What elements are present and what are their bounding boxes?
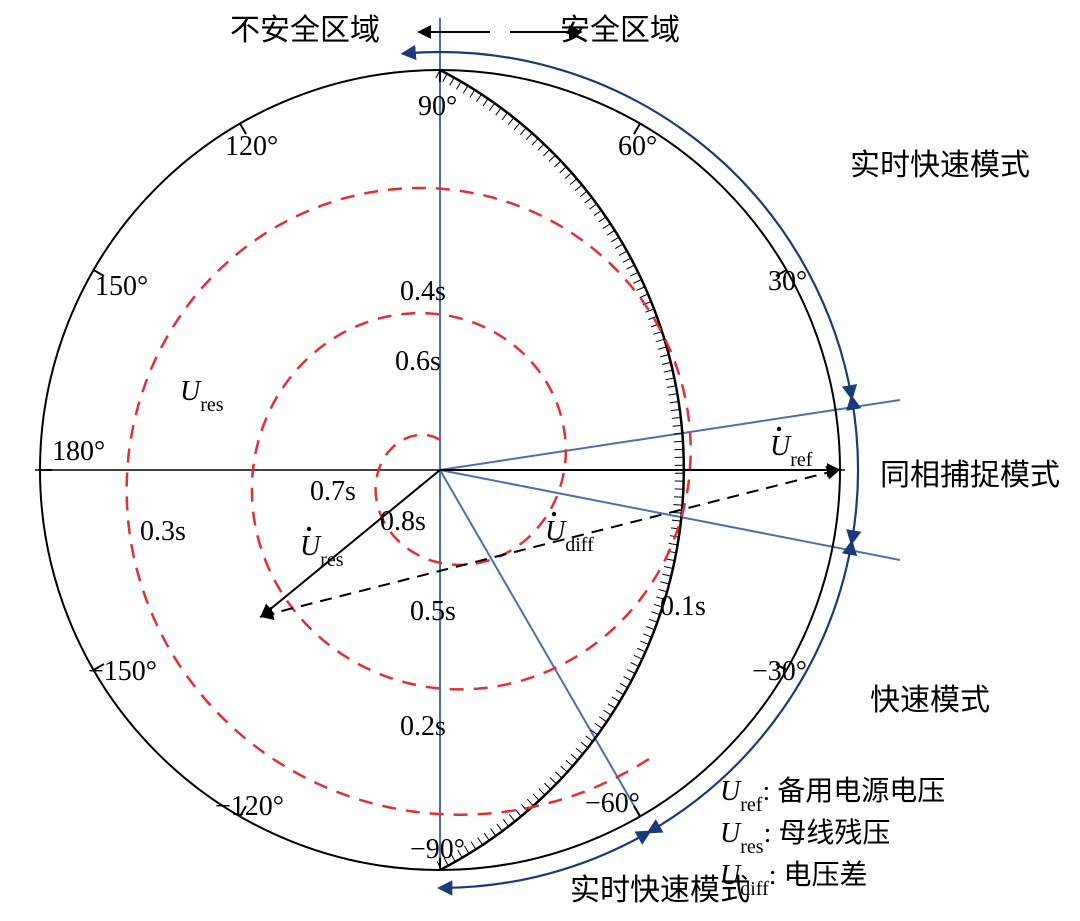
- in-phase-label: 同相捕捉模式: [880, 459, 1060, 492]
- safe-region-label: 安全区域: [560, 14, 680, 47]
- angle-tick-label: 120°: [225, 131, 278, 162]
- uref-upper: [440, 400, 900, 470]
- angle-tick-label: −60°: [585, 788, 640, 819]
- ures-outer-label: Ures: [180, 376, 224, 416]
- uref-label-dot: [777, 427, 781, 431]
- udiff-label-dot: [552, 512, 556, 516]
- phasor-diagram: 30°60°90°120°150°180°−150°−120°−90°−60°−…: [0, 0, 1080, 921]
- realtime-fast-upper-arc: [404, 52, 852, 397]
- legend-item: Uref: 备用电源电压: [720, 775, 945, 816]
- udiff-label: Udiff: [545, 516, 594, 556]
- angle-tick-label: −30°: [752, 656, 807, 687]
- time-label: 0.6s: [395, 346, 441, 377]
- angle-tick-label: 30°: [768, 266, 807, 297]
- time-label: 0.8s: [380, 506, 426, 537]
- angle-tick-label: 180°: [52, 436, 105, 467]
- time-label: 0.7s: [310, 476, 356, 507]
- ures-label-dot: [307, 527, 311, 531]
- time-label: 0.5s: [410, 596, 456, 627]
- unsafe-region-label: 不安全区域: [230, 14, 380, 47]
- realtime-fast-upper-label: 实时快速模式: [850, 149, 1030, 182]
- time-label: 0.3s: [140, 516, 186, 547]
- angle-tick-label: −150°: [88, 656, 157, 687]
- angle-tick-label: 150°: [95, 271, 148, 302]
- neg60-line: [440, 470, 640, 816]
- legend-item: Udiff: 电压差: [720, 859, 868, 900]
- time-label: 0.1s: [660, 591, 706, 622]
- angle-tick-label: 60°: [618, 131, 657, 162]
- time-label: 0.4s: [400, 276, 446, 307]
- in-phase-arc: [852, 397, 858, 542]
- angle-tick-label: 90°: [418, 91, 457, 122]
- legend-item: Ures: 母线残压: [720, 817, 890, 858]
- time-label: 0.2s: [400, 711, 446, 742]
- uref-lower: [440, 470, 900, 560]
- fast-mode-label: 快速模式: [870, 684, 990, 717]
- ures-label: Ures: [300, 531, 344, 571]
- angle-tick-label: −120°: [215, 791, 284, 822]
- uref-label: Uref: [770, 431, 813, 471]
